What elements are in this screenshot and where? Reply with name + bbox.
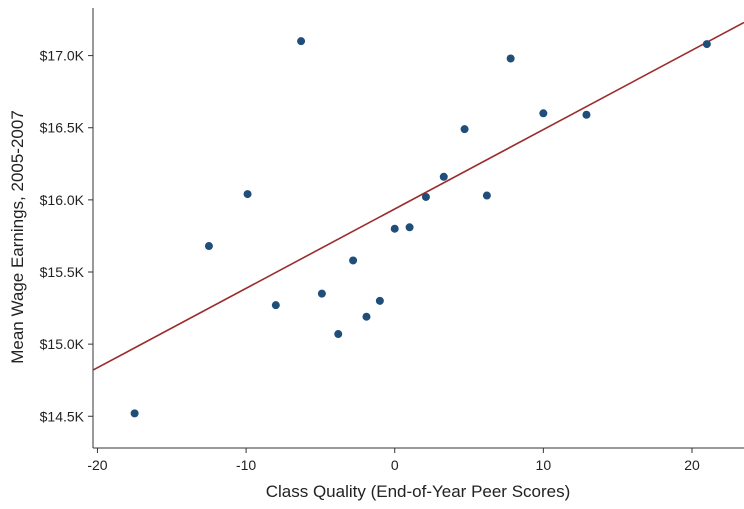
data-point — [334, 330, 343, 339]
data-point — [439, 172, 448, 181]
x-tick-label: 20 — [684, 457, 700, 473]
y-tick-label: $16.0K — [40, 192, 85, 208]
data-points — [130, 37, 711, 418]
x-tick-label: -20 — [87, 457, 107, 473]
data-point — [460, 125, 469, 134]
fit-line-group — [92, 21, 744, 371]
y-tick-label: $17.0K — [40, 48, 85, 64]
data-point — [390, 224, 399, 233]
y-axis: $14.5K $15.0K $15.5K $16.0K $16.5K $17.0K — [40, 8, 94, 448]
x-tick-label: 0 — [391, 457, 399, 473]
data-point — [349, 256, 358, 265]
y-tick-label: $16.5K — [40, 120, 85, 136]
fit-line — [92, 21, 744, 371]
y-tick-label: $15.0K — [40, 336, 85, 352]
data-point — [243, 190, 252, 199]
x-axis: -20 -10 0 10 20 — [87, 447, 744, 473]
data-point — [297, 37, 306, 46]
x-axis-title: Class Quality (End-of-Year Peer Scores) — [266, 482, 571, 501]
data-point — [317, 289, 326, 298]
data-point — [702, 40, 711, 49]
y-axis-title: Mean Wage Earnings, 2005-2007 — [8, 110, 27, 364]
data-point — [582, 110, 591, 119]
data-point — [539, 109, 548, 118]
data-point — [405, 223, 414, 232]
y-tick-label: $15.5K — [40, 264, 85, 280]
data-point — [271, 301, 280, 310]
data-point — [362, 312, 371, 321]
data-point — [130, 409, 139, 418]
data-point — [375, 296, 384, 305]
y-tick-label: $14.5K — [40, 408, 85, 424]
data-point — [204, 242, 213, 251]
data-point — [421, 192, 430, 201]
x-tick-label: 10 — [536, 457, 552, 473]
data-point — [506, 54, 515, 63]
data-point — [482, 191, 491, 200]
x-tick-label: -10 — [236, 457, 256, 473]
